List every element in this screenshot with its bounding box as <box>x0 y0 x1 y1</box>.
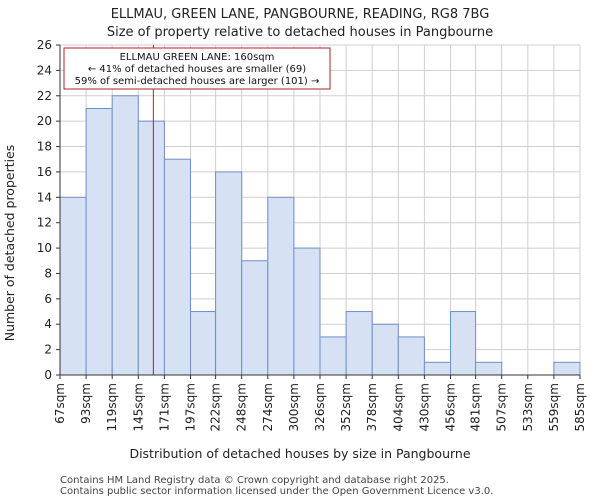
x-tick-label: 352sqm <box>339 383 353 431</box>
x-tick-label: 507sqm <box>495 383 509 431</box>
x-axis-label: Distribution of detached houses by size … <box>129 446 470 461</box>
y-tick-label: 8 <box>44 266 52 280</box>
histogram-bar <box>190 311 217 376</box>
x-tick-label: 274sqm <box>261 383 275 431</box>
y-tick-label: 10 <box>37 241 52 255</box>
y-tick-label: 20 <box>37 114 52 128</box>
footer-licence: Contains public sector information licen… <box>60 486 493 497</box>
bar-series <box>59 95 581 376</box>
x-tick-label: 67sqm <box>53 383 67 424</box>
y-tick-label: 22 <box>37 89 52 103</box>
histogram-bar <box>553 361 581 376</box>
x-tick-label: 430sqm <box>417 383 431 431</box>
y-tick-label: 26 <box>37 38 52 52</box>
y-tick-label: 14 <box>37 190 52 204</box>
histogram-bar <box>371 323 399 376</box>
histogram-bar <box>423 361 452 376</box>
y-tick-label: 12 <box>37 216 52 230</box>
y-axis-label: Number of detached properties <box>2 145 17 342</box>
histogram-bar <box>293 247 321 376</box>
y-tick-label: 24 <box>37 63 52 77</box>
histogram-bar <box>475 361 503 376</box>
x-tick-label: 197sqm <box>184 383 198 431</box>
y-tick-label: 2 <box>44 343 52 357</box>
x-tick-label: 481sqm <box>469 383 483 431</box>
chart-title-address: ELLMAU, GREEN LANE, PANGBOURNE, READING,… <box>111 7 490 22</box>
x-tick-label: 300sqm <box>287 383 301 431</box>
chart-subtitle: Size of property relative to detached ho… <box>107 25 493 40</box>
histogram-bar <box>397 336 425 376</box>
x-tick-label: 145sqm <box>131 383 145 431</box>
histogram-bar <box>345 311 373 376</box>
footer-copyright: Contains HM Land Registry data © Crown c… <box>60 475 449 486</box>
annotation-box: ELLMAU GREEN LANE: 160sqm ← 41% of detac… <box>63 47 331 90</box>
histogram-bar <box>267 196 295 376</box>
annotation-smaller-text: ← 41% of detached houses are smaller (69… <box>88 64 306 75</box>
histogram-bar <box>450 311 477 376</box>
x-tick-label: 533sqm <box>521 383 535 431</box>
y-tick-label: 6 <box>44 292 52 306</box>
x-tick-label: 456sqm <box>444 383 458 431</box>
annotation-larger-text: 59% of semi-detached houses are larger (… <box>75 76 320 87</box>
y-tick-label: 4 <box>44 317 52 331</box>
histogram-bar <box>163 158 192 376</box>
histogram-bar <box>59 196 87 376</box>
x-tick-label: 559sqm <box>547 383 561 431</box>
histogram-bar <box>85 107 113 376</box>
y-tick-label: 0 <box>44 368 52 382</box>
histogram-bar <box>241 260 269 376</box>
x-tick-label: 171sqm <box>157 383 171 431</box>
x-tick-label: 222sqm <box>209 383 223 431</box>
x-axis-ticks: 67sqm 93sqm 119sqm 145sqm 171sqm 197sqm 222sqm… <box>53 375 587 431</box>
histogram-bar <box>215 171 243 376</box>
x-tick-label: 119sqm <box>105 383 119 431</box>
histogram-bar <box>319 336 347 376</box>
histogram-bar <box>111 95 139 376</box>
x-tick-label: 378sqm <box>365 383 379 431</box>
x-tick-label: 585sqm <box>573 383 587 431</box>
x-tick-label: 93sqm <box>79 383 93 424</box>
annotation-property-label: ELLMAU GREEN LANE: 160sqm <box>120 52 275 63</box>
x-tick-label: 326sqm <box>313 383 327 431</box>
y-tick-label: 18 <box>37 140 52 154</box>
x-tick-label: 404sqm <box>391 383 405 431</box>
histogram-bar <box>137 120 165 376</box>
annotation-frame <box>63 47 331 90</box>
x-tick-label: 248sqm <box>235 383 249 431</box>
y-tick-label: 16 <box>37 165 52 179</box>
